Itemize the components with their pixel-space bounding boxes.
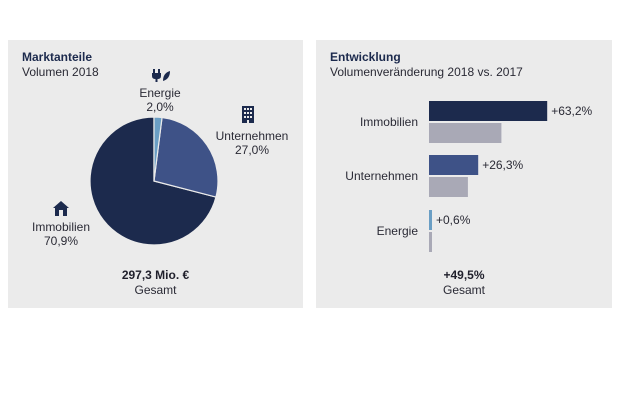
slice-value-energie: 2,0%	[146, 100, 174, 114]
development-panel: Entwicklung Volumenveränderung 2018 vs. …	[316, 40, 612, 308]
bar-value-label-immobilien: +63,2%	[551, 104, 592, 118]
category-label-energie: Energie	[377, 224, 419, 238]
bar-2017-immobilien	[429, 123, 502, 143]
category-label-immobilien: Immobilien	[360, 115, 418, 129]
slice-label-immobilien: Immobilien	[32, 220, 90, 234]
bar-2018-immobilien	[429, 101, 548, 121]
office-building-icon	[242, 106, 254, 123]
development-total-label: Gesamt	[442, 283, 485, 297]
bar-value-label-unternehmen: +26,3%	[482, 158, 523, 172]
development-title: Entwicklung	[330, 50, 401, 64]
house-icon	[53, 201, 69, 216]
market-share-panel: Marktanteile Volumen 2018 Energie 2,0% U…	[8, 40, 303, 308]
development-subtitle: Volumenveränderung 2018 vs. 2017	[330, 65, 523, 79]
category-label-unternehmen: Unternehmen	[345, 169, 418, 183]
slice-label-unternehmen: Unternehmen	[216, 129, 289, 143]
pie-slice-immobilien	[89, 116, 217, 246]
market-total-label: Gesamt	[134, 283, 177, 297]
slice-value-immobilien: 70,9%	[44, 234, 78, 248]
bar-chart: Immobilien +63,2% Unternehmen +26,3% Energie…	[345, 101, 593, 252]
bar-value-label-energie: +0,6%	[436, 213, 471, 227]
market-share-title: Marktanteile	[22, 50, 93, 64]
market-share-subtitle: Volumen 2018	[22, 65, 99, 79]
slice-label-energie: Energie	[139, 86, 181, 100]
bar-2018-energie	[429, 210, 432, 230]
pie-slice-unternehmen	[153, 116, 219, 198]
pie-slice-energie	[153, 116, 163, 182]
bar-2018-unternehmen	[429, 155, 479, 175]
development-total-value: +49,5%	[443, 268, 485, 282]
bar-2017-unternehmen	[429, 177, 468, 197]
bar-2017-energie	[429, 232, 432, 252]
market-total-value: 297,3 Mio. €	[121, 268, 190, 282]
pie-chart: Energie 2,0% Unternehmen 27,0% Immobilie…	[32, 69, 289, 248]
slice-value-unternehmen: 27,0%	[235, 143, 269, 157]
plug-leaf-icon	[152, 69, 170, 82]
